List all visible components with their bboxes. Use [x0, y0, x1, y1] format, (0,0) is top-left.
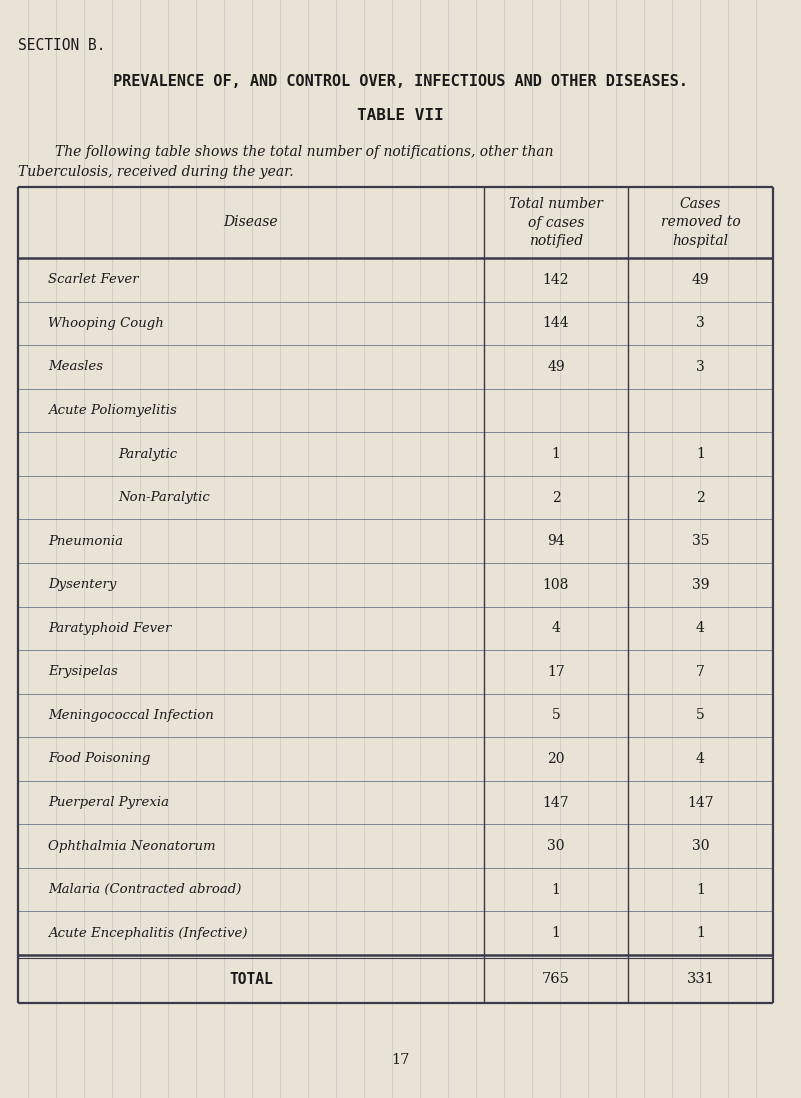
Text: TOTAL: TOTAL: [229, 972, 273, 986]
Text: 17: 17: [547, 665, 565, 679]
Text: 4: 4: [696, 621, 705, 636]
Text: 4: 4: [696, 752, 705, 766]
Text: 30: 30: [692, 839, 709, 853]
Text: 3: 3: [696, 360, 705, 374]
Text: Ophthalmia Neonatorum: Ophthalmia Neonatorum: [48, 840, 215, 852]
Text: Acute Poliomyelitis: Acute Poliomyelitis: [48, 404, 177, 417]
Text: 147: 147: [543, 796, 570, 809]
Text: Puerperal Pyrexia: Puerperal Pyrexia: [48, 796, 169, 809]
Text: PREVALENCE OF, AND CONTROL OVER, INFECTIOUS AND OTHER DISEASES.: PREVALENCE OF, AND CONTROL OVER, INFECTI…: [113, 75, 687, 90]
Text: 1: 1: [552, 927, 561, 940]
Text: 765: 765: [542, 972, 570, 986]
Text: Total number
of cases
notified: Total number of cases notified: [509, 198, 603, 248]
Text: Tuberculosis, received during the year.: Tuberculosis, received during the year.: [18, 165, 294, 179]
Text: Erysipelas: Erysipelas: [48, 665, 118, 679]
Text: Non-Paralytic: Non-Paralytic: [118, 491, 210, 504]
Text: 5: 5: [552, 708, 561, 722]
Text: 147: 147: [687, 796, 714, 809]
Text: Paralytic: Paralytic: [118, 448, 177, 460]
Text: 35: 35: [692, 534, 709, 548]
Text: Acute Encephalitis (Infective): Acute Encephalitis (Infective): [48, 927, 248, 940]
Text: 331: 331: [686, 972, 714, 986]
Text: 1: 1: [696, 927, 705, 940]
Text: 20: 20: [547, 752, 565, 766]
Text: 30: 30: [547, 839, 565, 853]
Text: 39: 39: [692, 578, 709, 592]
Text: Paratyphoid Fever: Paratyphoid Fever: [48, 621, 171, 635]
Text: Measles: Measles: [48, 360, 103, 373]
Text: 1: 1: [552, 447, 561, 461]
Text: Whooping Cough: Whooping Cough: [48, 317, 163, 329]
Text: Disease: Disease: [223, 215, 278, 229]
Text: TABLE VII: TABLE VII: [356, 109, 443, 123]
Text: 2: 2: [552, 491, 561, 505]
Text: Dysentery: Dysentery: [48, 579, 116, 591]
Text: 5: 5: [696, 708, 705, 722]
Text: SECTION B.: SECTION B.: [18, 38, 106, 54]
Text: Pneumonia: Pneumonia: [48, 535, 123, 548]
Text: 1: 1: [696, 883, 705, 897]
Text: Scarlet Fever: Scarlet Fever: [48, 273, 139, 287]
Text: Cases
removed to
hospital: Cases removed to hospital: [661, 198, 740, 248]
Text: 108: 108: [543, 578, 570, 592]
Text: 4: 4: [552, 621, 561, 636]
Text: 142: 142: [543, 272, 570, 287]
Text: 17: 17: [391, 1053, 409, 1067]
Text: 94: 94: [547, 534, 565, 548]
Text: 144: 144: [543, 316, 570, 330]
Text: 3: 3: [696, 316, 705, 330]
Text: Malaria (Contracted abroad): Malaria (Contracted abroad): [48, 883, 241, 896]
Text: 49: 49: [692, 272, 710, 287]
Text: 7: 7: [696, 665, 705, 679]
Text: The following table shows the total number of notifications, other than: The following table shows the total numb…: [55, 145, 553, 159]
Text: Food Poisoning: Food Poisoning: [48, 752, 151, 765]
Text: 1: 1: [552, 883, 561, 897]
Text: Meningococcal Infection: Meningococcal Infection: [48, 709, 214, 721]
Text: 2: 2: [696, 491, 705, 505]
Text: 1: 1: [696, 447, 705, 461]
Text: 49: 49: [547, 360, 565, 374]
